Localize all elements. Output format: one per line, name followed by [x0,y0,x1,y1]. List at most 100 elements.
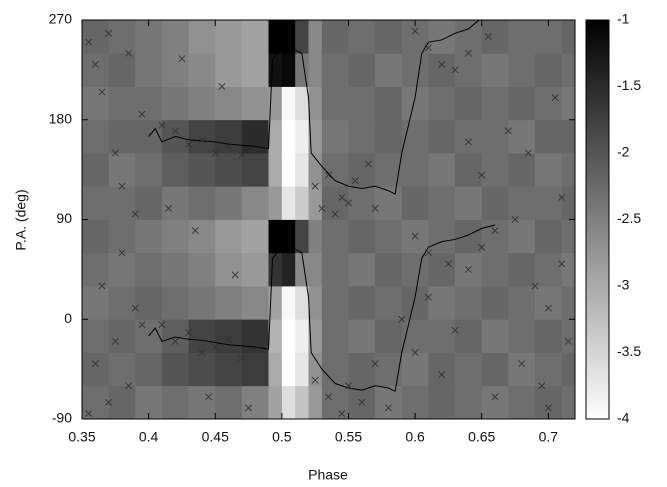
heat-cell [188,286,216,320]
heat-cell [161,219,189,254]
heat-cell [321,119,349,154]
heat-cell [241,153,269,187]
heat-cell [135,53,163,87]
heat-cell [82,219,110,254]
pa-point [511,215,519,224]
heat-cell [321,286,349,320]
pa-point [138,321,146,329]
heat-cell [561,186,575,220]
heat-cell [428,252,456,287]
heat-cell [268,252,283,287]
pa-point [491,393,499,401]
heat-cell [241,219,269,254]
heat-cell [455,119,483,154]
colorbar-tick-label: -3 [617,277,630,293]
heat-cell [295,319,309,353]
pa-point [98,282,106,290]
heat-cell [401,153,429,187]
colorbar-tick-label: -1 [617,11,630,27]
heat-cell [161,86,189,121]
heat-cell [268,119,283,154]
heat-cell [321,153,349,187]
heat-cell [281,385,296,419]
heat-cell [428,20,456,54]
heat-cell [401,319,429,353]
plot-frame [81,19,576,420]
heat-cell [161,286,189,320]
pa-point [98,88,106,96]
heat-cell [455,219,483,254]
heat-cell [561,286,575,320]
heat-cell [348,20,376,54]
heat-cell [215,385,243,419]
heat-cell [135,119,163,154]
pa-point [464,265,472,273]
heat-cell [481,53,509,87]
heat-cell [321,20,349,54]
heat-cell [215,252,243,287]
heat-cell [481,319,509,353]
pa-point [211,343,219,351]
heat-cell [268,219,283,254]
heat-cell [401,86,429,121]
pa-point [558,193,566,201]
x-axis-label: Phase [308,467,348,483]
heat-cell [508,153,536,187]
heat-cell [188,352,216,387]
heat-cell [348,352,376,387]
heat-cell [241,186,269,220]
pa-point [171,337,179,345]
heat-cell [455,86,483,121]
heat-cell [401,53,429,87]
pa-point [558,260,566,268]
heat-cell [281,53,296,87]
heat-cell [241,286,269,320]
heat-cell [108,186,136,220]
heat-cell [268,53,283,87]
pa-point [231,271,239,279]
pa-point [464,49,472,57]
heat-cell [561,53,575,87]
pa-point [91,60,99,68]
pa-point [105,398,113,406]
heat-cell [375,319,403,353]
pa-point [131,210,139,218]
heat-cell [508,319,536,353]
heat-cell [108,153,136,187]
overlay [85,20,572,417]
heat-cell [375,153,403,187]
heat-cell [308,86,323,121]
heat-cell [535,219,563,254]
heat-cell [321,319,349,353]
heat-cell [321,186,349,220]
heat-cell [455,385,483,419]
heat-cell [108,86,136,121]
heat-cell [321,352,349,387]
heat-cell [561,319,575,353]
heat-cell [428,186,456,220]
pa-point [318,204,326,212]
heat-cell [188,53,216,87]
heat-cell [375,20,403,54]
pa-point [411,348,419,357]
heat-cell [455,186,483,220]
y-tick-label: -90 [52,410,72,426]
pa-point [364,160,372,168]
pa-point [344,199,353,207]
pa-point [438,371,446,379]
heat-cell [108,219,136,254]
heat-cell [455,20,483,54]
heat-cell [308,53,323,87]
pa-point [85,409,93,417]
heat-cell [161,153,189,187]
heat-cell [481,186,509,220]
heat-cell [401,286,429,320]
heat-cell [348,53,376,87]
heat-cell [348,319,376,353]
pa-point [251,147,259,155]
heat-cell [135,153,163,187]
pa-point [238,354,246,362]
heat-cell [215,286,243,320]
pa-point [311,376,319,384]
